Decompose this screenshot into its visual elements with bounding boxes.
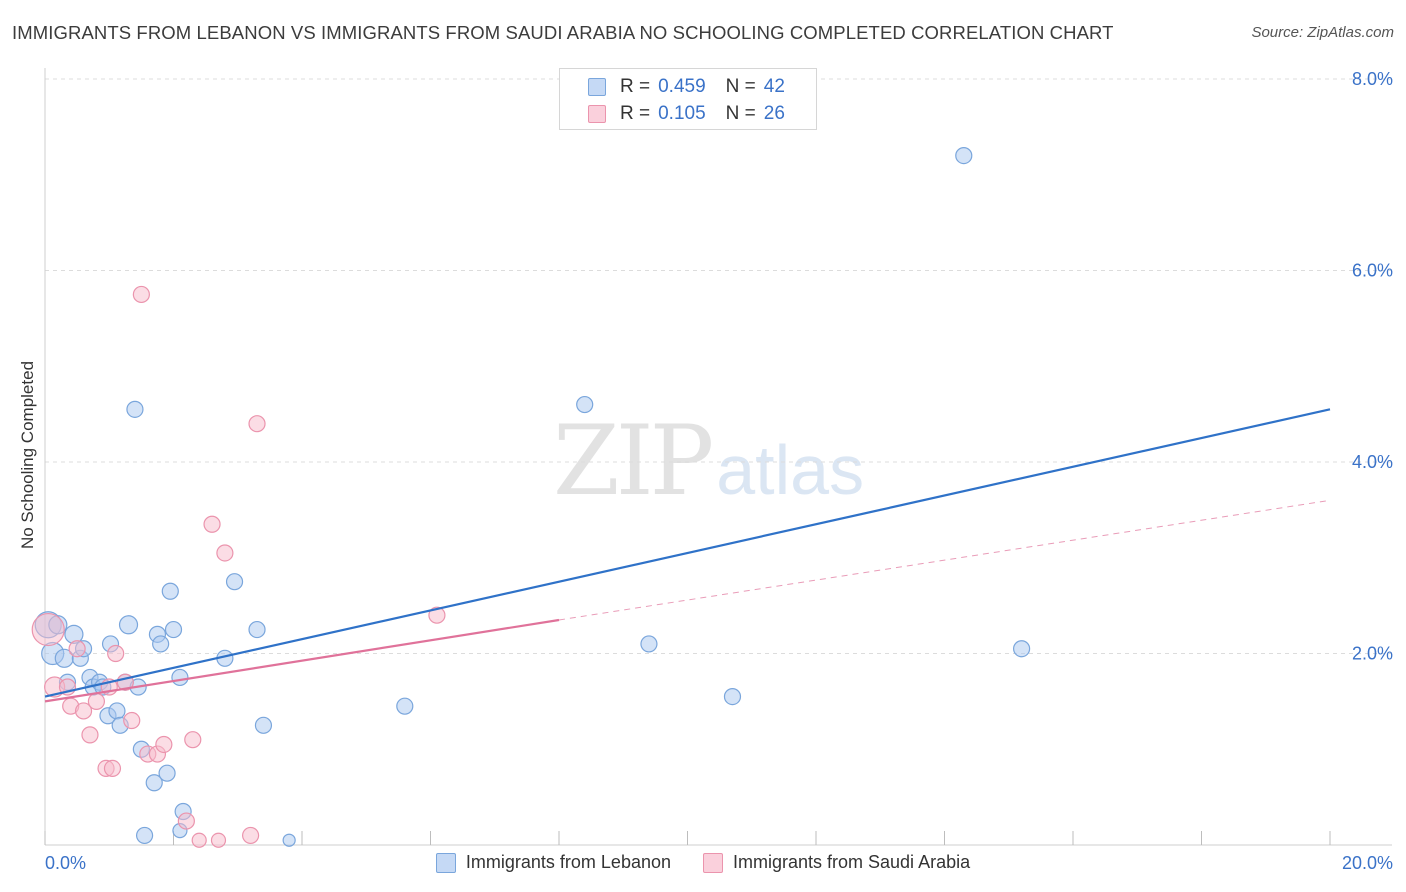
legend-r-label: R = — [620, 76, 651, 97]
lebanon-point — [723, 687, 742, 706]
legend-swatch-saudi — [588, 105, 606, 123]
lebanon-point — [152, 635, 170, 653]
lebanon-trend-line — [44, 408, 1331, 698]
saudi-point — [81, 726, 99, 744]
saudi-point — [177, 812, 195, 830]
lebanon-point — [576, 395, 594, 414]
series-label-lebanon: Immigrants from Lebanon — [465, 852, 671, 872]
legend-row-lebanon: R = 0.459 N = 42 — [588, 74, 785, 100]
lebanon-point — [640, 635, 658, 653]
lebanon-point — [161, 582, 179, 600]
legend-r-value-lebanon: 0.459 — [658, 76, 706, 97]
legend-n-value-saudi: 26 — [763, 103, 785, 124]
saudi-trend-extension — [558, 499, 1331, 621]
saudi-point — [210, 832, 227, 848]
legend-r-value-saudi: 0.105 — [658, 103, 706, 124]
series-legend: Immigrants from Lebanon Immigrants from … — [0, 852, 1406, 873]
lebanon-point — [158, 764, 176, 782]
lebanon-point — [171, 668, 189, 687]
x-tick-label-min: 0.0% — [45, 853, 86, 873]
lebanon-point — [1012, 640, 1031, 658]
y-tick-label: 8.0% — [1352, 69, 1393, 89]
y-tick-label: 2.0% — [1352, 644, 1393, 664]
saudi-point — [184, 731, 202, 749]
lebanon-point — [108, 702, 126, 720]
y-tick-label: 6.0% — [1352, 261, 1393, 281]
chart-title: IMMIGRANTS FROM LEBANON VS IMMIGRANTS FR… — [12, 22, 1114, 43]
legend-swatch-lebanon — [588, 78, 606, 96]
x-tick-label-max: 20.0% — [1342, 853, 1393, 873]
legend-n-label: N = — [725, 76, 756, 97]
correlation-legend: R = 0.459 N = 42 R = 0.105 N = 26 — [559, 68, 817, 130]
saudi-point — [248, 415, 266, 433]
series-label-saudi: Immigrants from Saudi Arabia — [733, 852, 971, 872]
saudi-point — [132, 285, 150, 304]
saudi-point — [31, 612, 65, 647]
lebanon-point — [225, 573, 244, 591]
saudi-point — [242, 826, 260, 845]
saudi-point — [155, 735, 173, 754]
lebanon-point — [126, 400, 144, 418]
lebanon-point — [955, 147, 973, 165]
saudi-point — [191, 832, 207, 848]
legend-r-label: R = — [620, 103, 651, 124]
series-swatch-saudi — [703, 852, 723, 873]
series-legend-lebanon[interactable]: Immigrants from Lebanon — [435, 852, 671, 873]
legend-n-value-lebanon: 42 — [763, 76, 785, 97]
legend-n-label: N = — [725, 103, 756, 124]
saudi-point — [68, 640, 86, 658]
saudi-point — [87, 692, 106, 710]
lebanon-point — [396, 697, 414, 715]
saudi-point — [428, 606, 446, 624]
lebanon-point — [64, 624, 84, 644]
saudi-point — [216, 544, 234, 562]
y-axis-label: No Schooling Completed — [18, 360, 37, 550]
series-legend-saudi[interactable]: Immigrants from Saudi Arabia — [703, 852, 970, 873]
lebanon-point — [164, 620, 183, 639]
lebanon-point — [282, 833, 296, 847]
saudi-point — [107, 644, 125, 663]
lebanon-point — [118, 615, 139, 635]
saudi-point — [123, 711, 141, 730]
lebanon-point — [248, 620, 266, 639]
saudi-point — [103, 759, 122, 778]
y-tick-label: 4.0% — [1352, 452, 1393, 472]
saudi-point — [203, 515, 221, 533]
saudi-point — [74, 702, 93, 720]
series-swatch-lebanon — [435, 852, 456, 873]
lebanon-point — [135, 826, 154, 845]
saudi-trend-line — [44, 618, 560, 703]
lebanon-point — [145, 774, 163, 792]
source-label: Source: ZipAtlas.com — [1251, 24, 1394, 41]
lebanon-point — [254, 716, 273, 734]
legend-row-saudi: R = 0.105 N = 26 — [588, 101, 785, 127]
